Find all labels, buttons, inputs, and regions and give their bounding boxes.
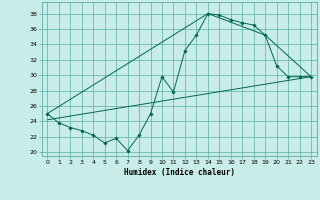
X-axis label: Humidex (Indice chaleur): Humidex (Indice chaleur): [124, 168, 235, 177]
